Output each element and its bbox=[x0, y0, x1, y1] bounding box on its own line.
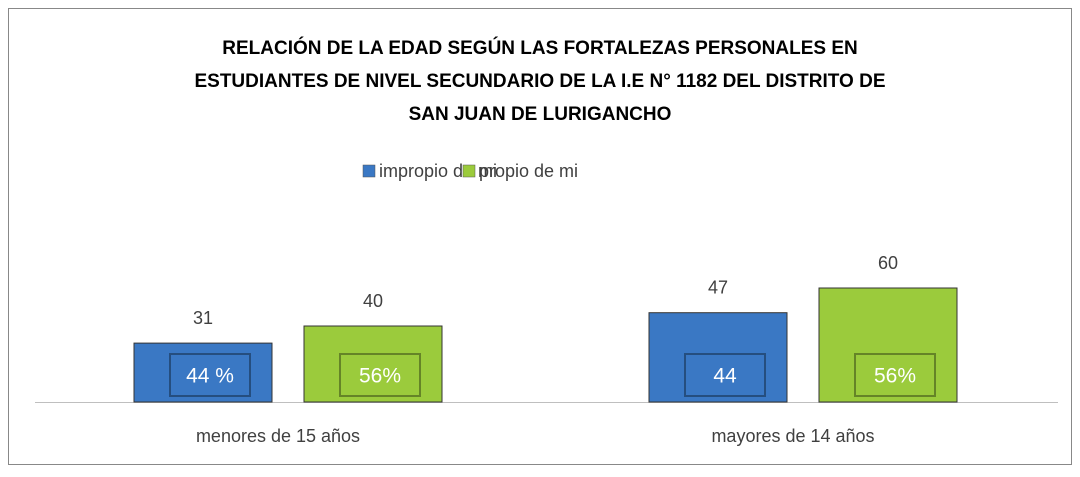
share-label: 56% bbox=[359, 365, 401, 388]
legend-swatch bbox=[362, 164, 376, 178]
data-label: 40 bbox=[363, 291, 383, 311]
data-label: 47 bbox=[708, 277, 728, 297]
chart-title: SAN JUAN DE LURIGANCHO bbox=[409, 104, 672, 125]
share-box bbox=[169, 353, 251, 397]
share-label: 44 % bbox=[186, 365, 234, 388]
data-label: 60 bbox=[878, 253, 898, 273]
legend-swatch bbox=[462, 164, 476, 178]
legend-label: propio de mi bbox=[479, 161, 578, 181]
x-tick-label: mayores de 14 años bbox=[711, 426, 874, 446]
chart-title: ESTUDIANTES DE NIVEL SECUNDARIO DE LA I.… bbox=[194, 71, 885, 92]
share-label: 56% bbox=[874, 365, 916, 388]
share-label: 44 bbox=[713, 365, 737, 388]
share-box bbox=[684, 353, 766, 397]
chart-title: RELACIÓN DE LA EDAD SEGÚN LAS FORTALEZAS… bbox=[222, 37, 857, 59]
share-box bbox=[854, 353, 936, 397]
data-label: 31 bbox=[193, 308, 213, 328]
x-tick-label: menores de 15 años bbox=[196, 426, 360, 446]
share-box bbox=[339, 353, 421, 397]
